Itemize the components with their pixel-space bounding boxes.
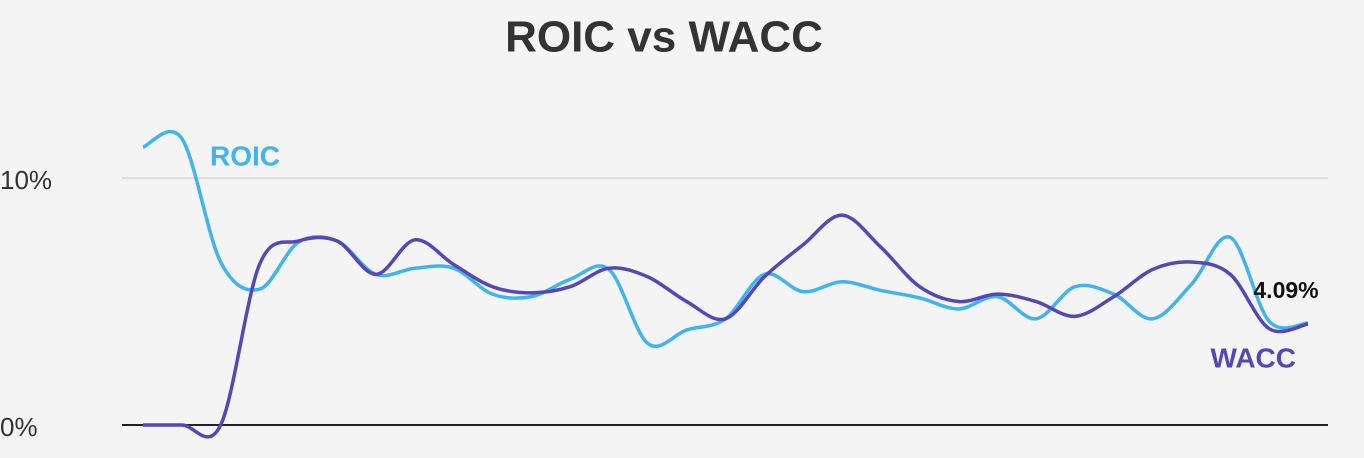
series-label: WACC — [1210, 342, 1296, 373]
y-tick-label: 0% — [0, 412, 38, 442]
series-line — [142, 213, 1309, 439]
chart-title: ROIC vs WACC — [505, 13, 823, 62]
value-label: 4.09% — [1253, 277, 1318, 303]
series-label: ROIC — [210, 140, 280, 171]
y-tick-label: 10% — [0, 165, 52, 195]
